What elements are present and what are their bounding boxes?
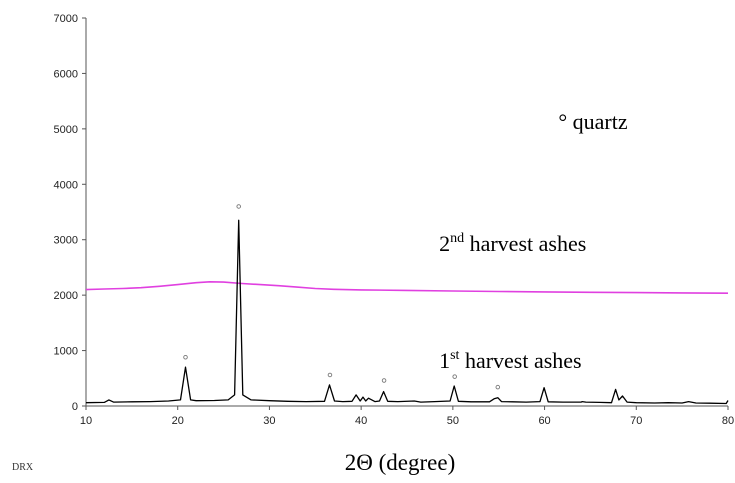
- annotation-label: 1st harvest ashes: [439, 348, 582, 373]
- y-tick-label: 1000: [54, 346, 78, 358]
- annotation-rest: harvest ashes: [464, 231, 586, 256]
- x-tick-label: 70: [630, 415, 642, 427]
- quartz-peak-marker: [495, 384, 501, 390]
- x-axis-ticks: 10 20 30 40 50 60 70 80: [80, 406, 734, 427]
- annotation-label: 2nd harvest ashes: [439, 231, 586, 256]
- quartz-peak-marker: [236, 204, 241, 209]
- annotation-main: 1: [439, 348, 450, 373]
- y-tick-label: 3000: [54, 235, 78, 247]
- series-layer: [85, 219, 729, 405]
- chart-axes: [85, 18, 728, 407]
- annotation-main: 2: [439, 231, 450, 256]
- x-tick-label: 40: [355, 415, 367, 427]
- series-2nd-harvest-line: [85, 280, 729, 294]
- y-tick-label: 4000: [54, 179, 78, 191]
- source-label: DRX: [12, 462, 34, 473]
- quartz-peak-marker: [452, 374, 457, 379]
- y-tick-label: 2000: [54, 290, 78, 302]
- y-tick-label: 0: [72, 401, 78, 413]
- y-tick-label: 6000: [54, 68, 78, 80]
- annotation-rest: harvest ashes: [459, 348, 581, 373]
- x-tick-label: 60: [538, 415, 550, 427]
- annotation-label: ° quartz: [558, 109, 628, 134]
- x-tick-label: 20: [172, 415, 184, 427]
- quartz-peak-marker: [327, 372, 333, 378]
- quartz-peak-marker: [183, 354, 188, 360]
- x-tick-label: 50: [447, 415, 459, 427]
- annotation-superscript: st: [450, 348, 459, 363]
- series-1st-harvest-line: [85, 219, 729, 405]
- x-axis-label: 2Θ (degree): [345, 450, 455, 475]
- y-tick-label: 7000: [54, 13, 78, 25]
- annotation-superscript: nd: [450, 231, 464, 246]
- x-tick-label: 80: [722, 415, 734, 427]
- x-tick-label: 10: [80, 415, 92, 427]
- x-tick-label: 30: [263, 415, 275, 427]
- y-tick-label: 5000: [54, 124, 78, 136]
- quartz-markers: [183, 204, 501, 390]
- y-axis-ticks: 0 1000 2000 3000 4000 5000 6000 7000: [54, 13, 86, 413]
- quartz-peak-marker: [381, 378, 387, 383]
